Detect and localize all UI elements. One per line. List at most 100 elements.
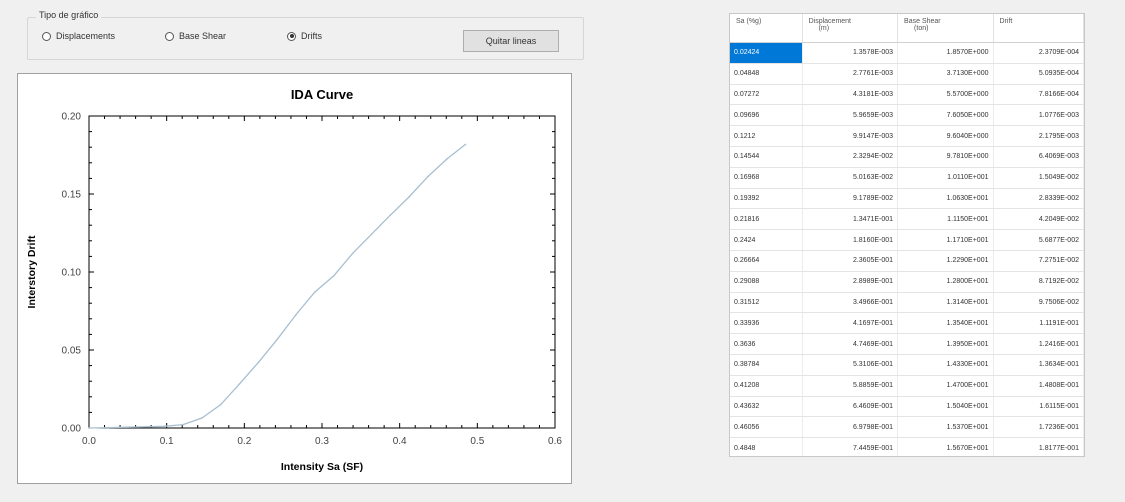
table-cell[interactable]: 0.29088: [730, 271, 803, 292]
table-cell[interactable]: 0.38784: [730, 354, 803, 375]
table-cell[interactable]: 0.26664: [730, 250, 803, 271]
table-row[interactable]: 0.1212 9.9147E-003 9.6040E+000 2.1795E-003: [730, 126, 1084, 147]
table-cell[interactable]: 6.4609E-001: [803, 396, 899, 417]
table-cell[interactable]: 0.02424: [730, 43, 803, 63]
table-cell[interactable]: 2.7761E-003: [803, 63, 899, 84]
column-header[interactable]: Displacement (m): [803, 14, 899, 42]
table-cell[interactable]: 1.3950E+001: [898, 334, 994, 354]
table-cell[interactable]: 1.3634E-001: [994, 354, 1084, 375]
table-cell[interactable]: 1.0776E-003: [994, 105, 1084, 126]
table-cell[interactable]: 0.2424: [730, 230, 803, 250]
table-cell[interactable]: 1.8177E-001: [994, 438, 1084, 456]
table-cell[interactable]: 9.6040E+000: [898, 126, 994, 146]
table-row[interactable]: 0.43632 6.4609E-001 1.5040E+001 1.6115E-001: [730, 396, 1084, 418]
table-cell[interactable]: 7.8166E-004: [994, 84, 1084, 105]
table-cell[interactable]: 0.14544: [730, 146, 803, 167]
table-cell[interactable]: 0.07272: [730, 84, 803, 105]
table-cell[interactable]: 0.19392: [730, 188, 803, 209]
table-row[interactable]: 0.16968 5.0163E-002 1.0110E+001 1.5049E-002: [730, 167, 1084, 189]
table-cell[interactable]: 1.4700E+001: [898, 375, 994, 396]
table-cell[interactable]: 0.31512: [730, 292, 803, 313]
column-header[interactable]: Base Shear (ton): [898, 14, 994, 42]
table-cell[interactable]: 1.1150E+001: [898, 209, 994, 230]
column-header[interactable]: Drift: [994, 14, 1084, 42]
table-cell[interactable]: 1.5370E+001: [898, 417, 994, 438]
table-row[interactable]: 0.31512 3.4966E-001 1.3140E+001 9.7506E-002: [730, 292, 1084, 314]
table-row[interactable]: 0.19392 9.1789E-002 1.0630E+001 2.8339E-002: [730, 188, 1084, 210]
table-row[interactable]: 0.21816 1.3471E-001 1.1150E+001 4.2049E-002: [730, 209, 1084, 231]
table-cell[interactable]: 1.2290E+001: [898, 250, 994, 271]
table-row[interactable]: 0.29088 2.8989E-001 1.2800E+001 8.7192E-002: [730, 271, 1084, 293]
table-cell[interactable]: 5.9659E-003: [803, 105, 899, 126]
table-cell[interactable]: 0.41208: [730, 375, 803, 396]
table-row[interactable]: 0.2424 1.8160E-001 1.1710E+001 5.6877E-002: [730, 230, 1084, 251]
table-cell[interactable]: 4.3181E-003: [803, 84, 899, 105]
table-row[interactable]: 0.3636 4.7469E-001 1.3950E+001 1.2416E-001: [730, 334, 1084, 355]
table-cell[interactable]: 5.6877E-002: [994, 230, 1084, 250]
table-cell[interactable]: 7.2751E-002: [994, 250, 1084, 271]
table-row[interactable]: 0.26664 2.3605E-001 1.2290E+001 7.2751E-002: [730, 250, 1084, 272]
table-cell[interactable]: 0.09696: [730, 105, 803, 126]
table-cell[interactable]: 0.16968: [730, 167, 803, 188]
table-cell[interactable]: 0.1212: [730, 126, 803, 146]
table-cell[interactable]: 4.2049E-002: [994, 209, 1084, 230]
table-cell[interactable]: 1.8160E-001: [803, 230, 899, 250]
table-cell[interactable]: 1.0110E+001: [898, 167, 994, 188]
table-cell[interactable]: 0.3636: [730, 334, 803, 354]
table-cell[interactable]: 5.3106E-001: [803, 354, 899, 375]
table-cell[interactable]: 5.5700E+000: [898, 84, 994, 105]
table-cell[interactable]: 8.7192E-002: [994, 271, 1084, 292]
table-cell[interactable]: 1.5049E-002: [994, 167, 1084, 188]
table-cell[interactable]: 2.1795E-003: [994, 126, 1084, 146]
table-cell[interactable]: 1.5040E+001: [898, 396, 994, 417]
table-cell[interactable]: 1.8570E+000: [898, 43, 994, 63]
table-cell[interactable]: 1.3540E+001: [898, 313, 994, 334]
table-row[interactable]: 0.4848 7.4459E-001 1.5670E+001 1.8177E-001: [730, 438, 1084, 456]
table-cell[interactable]: 1.2800E+001: [898, 271, 994, 292]
column-header[interactable]: Sa (%g): [730, 14, 803, 42]
table-cell[interactable]: 1.3471E-001: [803, 209, 899, 230]
radio-displacements[interactable]: Displacements: [42, 31, 115, 41]
table-cell[interactable]: 4.1697E-001: [803, 313, 899, 334]
table-cell[interactable]: 7.6050E+000: [898, 105, 994, 126]
table-cell[interactable]: 1.5670E+001: [898, 438, 994, 456]
table-cell[interactable]: 2.3294E-002: [803, 146, 899, 167]
table-cell[interactable]: 1.4330E+001: [898, 354, 994, 375]
table-cell[interactable]: 1.1191E-001: [994, 313, 1084, 334]
table-cell[interactable]: 3.7130E+000: [898, 63, 994, 84]
table-cell[interactable]: 1.0630E+001: [898, 188, 994, 209]
table-cell[interactable]: 9.7810E+000: [898, 146, 994, 167]
table-row[interactable]: 0.41208 5.8859E-001 1.4700E+001 1.4808E-001: [730, 375, 1084, 397]
table-row[interactable]: 0.33936 4.1697E-001 1.3540E+001 1.1191E-001: [730, 313, 1084, 335]
table-cell[interactable]: 2.8339E-002: [994, 188, 1084, 209]
radio-base-shear[interactable]: Base Shear: [165, 31, 226, 41]
clear-lines-button[interactable]: Quitar lineas: [463, 30, 559, 52]
table-row[interactable]: 0.07272 4.3181E-003 5.5700E+000 7.8166E-004: [730, 84, 1084, 106]
table-cell[interactable]: 0.21816: [730, 209, 803, 230]
table-cell[interactable]: 9.7506E-002: [994, 292, 1084, 313]
table-cell[interactable]: 5.0163E-002: [803, 167, 899, 188]
table-cell[interactable]: 1.7236E-001: [994, 417, 1084, 438]
table-cell[interactable]: 0.46056: [730, 417, 803, 438]
table-row[interactable]: 0.14544 2.3294E-002 9.7810E+000 6.4069E-003: [730, 146, 1084, 168]
table-row[interactable]: 0.38784 5.3106E-001 1.4330E+001 1.3634E-001: [730, 354, 1084, 376]
table-cell[interactable]: 2.8989E-001: [803, 271, 899, 292]
table-cell[interactable]: 5.0935E-004: [994, 63, 1084, 84]
table-cell[interactable]: 6.4069E-003: [994, 146, 1084, 167]
table-cell[interactable]: 1.3140E+001: [898, 292, 994, 313]
table-cell[interactable]: 1.3578E-003: [803, 43, 899, 63]
table-cell[interactable]: 9.1789E-002: [803, 188, 899, 209]
table-cell[interactable]: 1.6115E-001: [994, 396, 1084, 417]
table-cell[interactable]: 0.04848: [730, 63, 803, 84]
table-cell[interactable]: 1.1710E+001: [898, 230, 994, 250]
table-cell[interactable]: 2.3605E-001: [803, 250, 899, 271]
table-cell[interactable]: 0.4848: [730, 438, 803, 456]
table-cell[interactable]: 2.3709E-004: [994, 43, 1084, 63]
table-cell[interactable]: 1.4808E-001: [994, 375, 1084, 396]
table-row[interactable]: 0.09696 5.9659E-003 7.6050E+000 1.0776E-003: [730, 105, 1084, 127]
table-cell[interactable]: 0.43632: [730, 396, 803, 417]
table-cell[interactable]: 4.7469E-001: [803, 334, 899, 354]
radio-drifts[interactable]: Drifts: [287, 31, 322, 41]
table-cell[interactable]: 1.2416E-001: [994, 334, 1084, 354]
table-row[interactable]: 0.46056 6.9798E-001 1.5370E+001 1.7236E-001: [730, 417, 1084, 439]
